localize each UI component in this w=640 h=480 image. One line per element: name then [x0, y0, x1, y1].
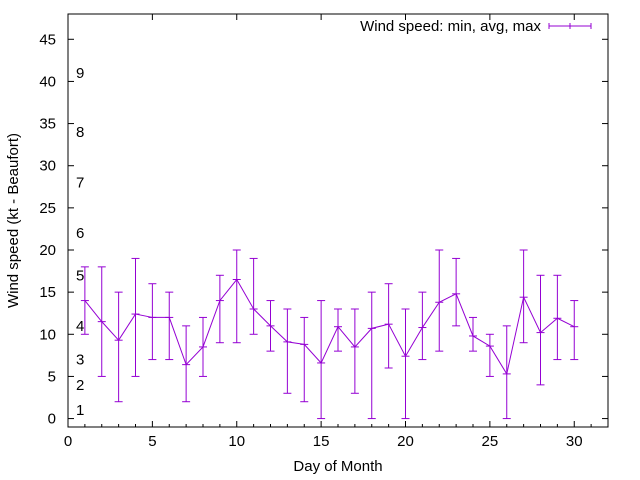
x-tick-label: 0	[64, 433, 72, 450]
beaufort-label: 8	[76, 124, 84, 141]
y-tick-label: 0	[48, 411, 56, 428]
error-bar	[232, 249, 241, 344]
error-bar	[418, 291, 427, 361]
x-tick-label: 5	[148, 433, 156, 450]
error-bar	[131, 257, 140, 377]
y-tick-label: 15	[39, 284, 56, 301]
y-tick-label: 40	[39, 73, 56, 90]
axis-ticks	[67, 14, 609, 427]
error-bar	[350, 308, 359, 394]
error-bar	[435, 249, 444, 352]
beaufort-label: 1	[76, 402, 84, 419]
beaufort-label: 4	[76, 318, 84, 335]
error-bar	[536, 274, 545, 386]
error-bar	[570, 300, 579, 361]
beaufort-label: 2	[76, 377, 84, 394]
beaufort-label: 7	[76, 175, 84, 192]
y-tick-label: 10	[39, 326, 56, 343]
y-tick-label: 20	[39, 242, 56, 259]
beaufort-label: 9	[76, 65, 84, 82]
y-tick-label: 25	[39, 200, 56, 217]
x-tick-label: 30	[566, 433, 583, 450]
legend: Wind speed: min, avg, max	[360, 18, 592, 35]
beaufort-label: 5	[76, 267, 84, 284]
y-tick-label: 45	[39, 31, 56, 48]
error-bar	[384, 283, 393, 369]
error-bar	[249, 257, 258, 335]
error-bar	[469, 316, 477, 352]
x-tick-label: 10	[228, 433, 245, 450]
y-axis-label: Wind speed (kt - Beaufort)	[5, 133, 22, 308]
x-tick-label: 15	[313, 433, 330, 450]
y-tick-label: 30	[39, 158, 56, 175]
error-bar	[114, 291, 123, 403]
beaufort-annotations: 1 2 3 4 5 6 7 8 9	[76, 65, 84, 419]
y-tick-label: 35	[39, 116, 56, 133]
legend-key	[548, 23, 592, 29]
error-bar	[553, 274, 562, 361]
x-tick-label: 20	[397, 433, 414, 450]
series-layer	[80, 249, 579, 420]
error-bar	[367, 291, 376, 420]
error-bar	[148, 283, 157, 361]
avg-line	[84, 278, 575, 376]
error-bar	[283, 308, 292, 394]
error-bar	[485, 333, 494, 377]
y-tick-label: 5	[48, 368, 56, 385]
error-bar	[452, 257, 461, 327]
legend-label: Wind speed: min, avg, max	[360, 18, 541, 35]
beaufort-label: 3	[76, 352, 84, 369]
x-axis-label: Day of Month	[293, 458, 382, 475]
x-tick-label: 25	[482, 433, 499, 450]
beaufort-label: 6	[76, 225, 84, 242]
error-bar	[300, 316, 309, 403]
plot-frame	[67, 13, 609, 428]
error-bar	[401, 308, 410, 420]
